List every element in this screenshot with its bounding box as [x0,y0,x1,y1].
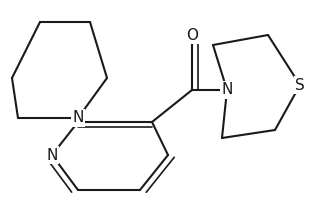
Text: N: N [46,148,58,163]
Text: S: S [295,77,305,92]
Text: O: O [186,28,198,43]
Text: N: N [221,82,233,97]
Text: N: N [72,110,84,125]
